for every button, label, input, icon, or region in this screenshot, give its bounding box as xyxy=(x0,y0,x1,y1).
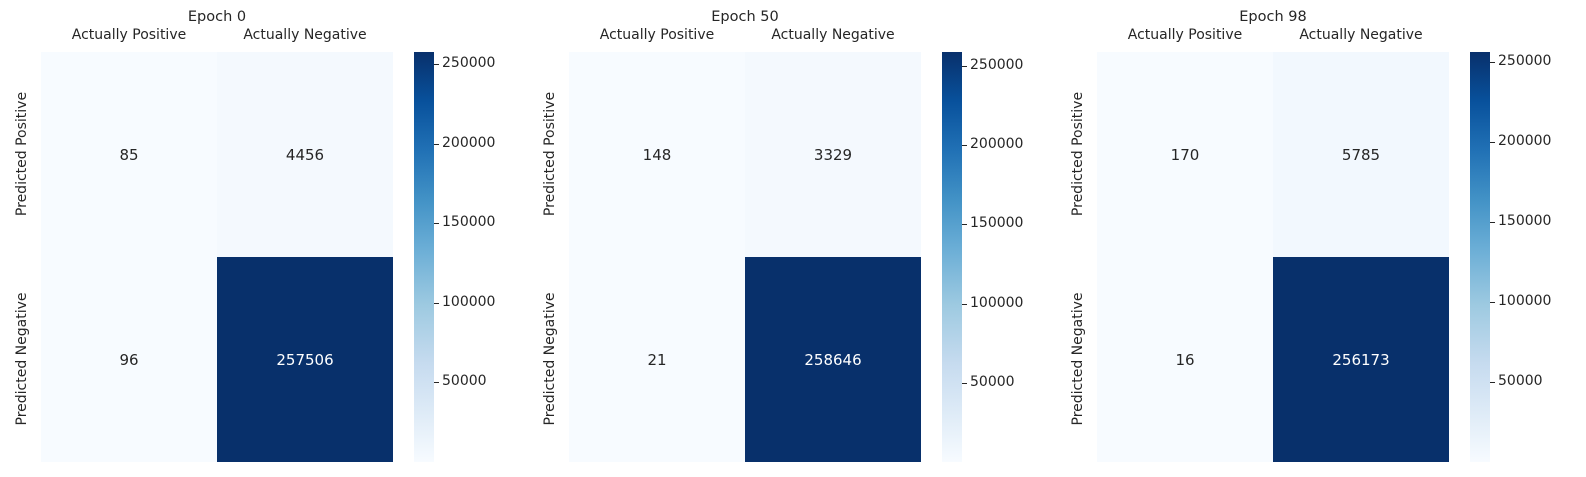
colorbar-tick xyxy=(434,382,439,384)
colorbar-tick xyxy=(1490,61,1495,63)
row-label: Predicted Negative xyxy=(542,292,558,425)
colorbar-tick xyxy=(962,224,967,226)
row-label: Predicted Negative xyxy=(14,292,30,425)
colorbar-tick-label: 250000 xyxy=(442,54,496,71)
colorbar-tick xyxy=(1490,221,1495,223)
colorbar-tick-label: 250000 xyxy=(970,56,1024,73)
colorbar-tick xyxy=(434,302,439,304)
colorbar-tick-label: 50000 xyxy=(1498,372,1543,389)
column-label: Actually Negative xyxy=(1299,27,1423,43)
colorbar-tick xyxy=(962,382,967,384)
row-label: Predicted Positive xyxy=(1070,91,1086,216)
colorbar xyxy=(414,52,434,462)
chart-title: Epoch 98 xyxy=(1239,9,1307,25)
heatmap-cell: 21 xyxy=(569,257,745,462)
colorbar-tick xyxy=(434,63,439,65)
heatmap-cell: 256173 xyxy=(1273,257,1449,462)
column-label: Actually Negative xyxy=(771,27,895,43)
column-label: Actually Positive xyxy=(1127,27,1243,43)
colorbar-tick-label: 200000 xyxy=(442,134,496,151)
colorbar-tick-label: 150000 xyxy=(442,214,496,231)
heatmap-cell: 4456 xyxy=(217,52,393,257)
heatmap-cell: 16 xyxy=(1097,257,1273,462)
confusion-matrix-panel: Epoch 98 Actually Positive Actually Negati… xyxy=(1056,0,1576,477)
heatmap-cell: 3329 xyxy=(745,52,921,257)
colorbar-tick xyxy=(962,144,967,146)
heatmap-cell: 170 xyxy=(1097,52,1273,257)
colorbar xyxy=(942,52,962,462)
row-label: Predicted Positive xyxy=(14,91,30,216)
row-label: Predicted Positive xyxy=(542,91,558,216)
colorbar-tick xyxy=(434,223,439,225)
column-label: Actually Negative xyxy=(243,27,367,43)
colorbar-tick xyxy=(434,143,439,145)
colorbar xyxy=(1470,52,1490,462)
heatmap-cell: 5785 xyxy=(1273,52,1449,257)
colorbar-tick-label: 50000 xyxy=(442,373,487,390)
colorbar-tick xyxy=(1490,141,1495,143)
confusion-matrix-panel: Epoch 50 Actually Positive Actually Negati… xyxy=(528,0,1048,477)
colorbar-tick-label: 200000 xyxy=(1498,132,1552,149)
colorbar-tick-label: 50000 xyxy=(970,373,1015,390)
chart-title: Epoch 0 xyxy=(187,9,247,25)
colorbar-tick xyxy=(1490,381,1495,383)
confusion-matrix-panel: Epoch 0 Actually Positive Actually Negativ… xyxy=(0,0,520,477)
colorbar-tick-label: 100000 xyxy=(1498,292,1552,309)
column-label: Actually Positive xyxy=(599,27,715,43)
row-label: Predicted Negative xyxy=(1070,292,1086,425)
colorbar-tick-label: 100000 xyxy=(442,293,496,310)
heatmap-cell: 96 xyxy=(41,257,217,462)
heatmap-cell: 85 xyxy=(41,52,217,257)
colorbar-tick-label: 250000 xyxy=(1498,52,1552,69)
colorbar-tick xyxy=(1490,301,1495,303)
heatmap-cell: 148 xyxy=(569,52,745,257)
heatmap-cell: 258646 xyxy=(745,257,921,462)
colorbar-tick-label: 200000 xyxy=(970,135,1024,152)
colorbar-tick-label: 150000 xyxy=(1498,212,1552,229)
colorbar-tick xyxy=(962,65,967,67)
column-label: Actually Positive xyxy=(71,27,187,43)
colorbar-tick-label: 100000 xyxy=(970,294,1024,311)
colorbar-tick xyxy=(962,303,967,305)
heatmap-cell: 257506 xyxy=(217,257,393,462)
colorbar-tick-label: 150000 xyxy=(970,215,1024,232)
chart-title: Epoch 50 xyxy=(711,9,779,25)
